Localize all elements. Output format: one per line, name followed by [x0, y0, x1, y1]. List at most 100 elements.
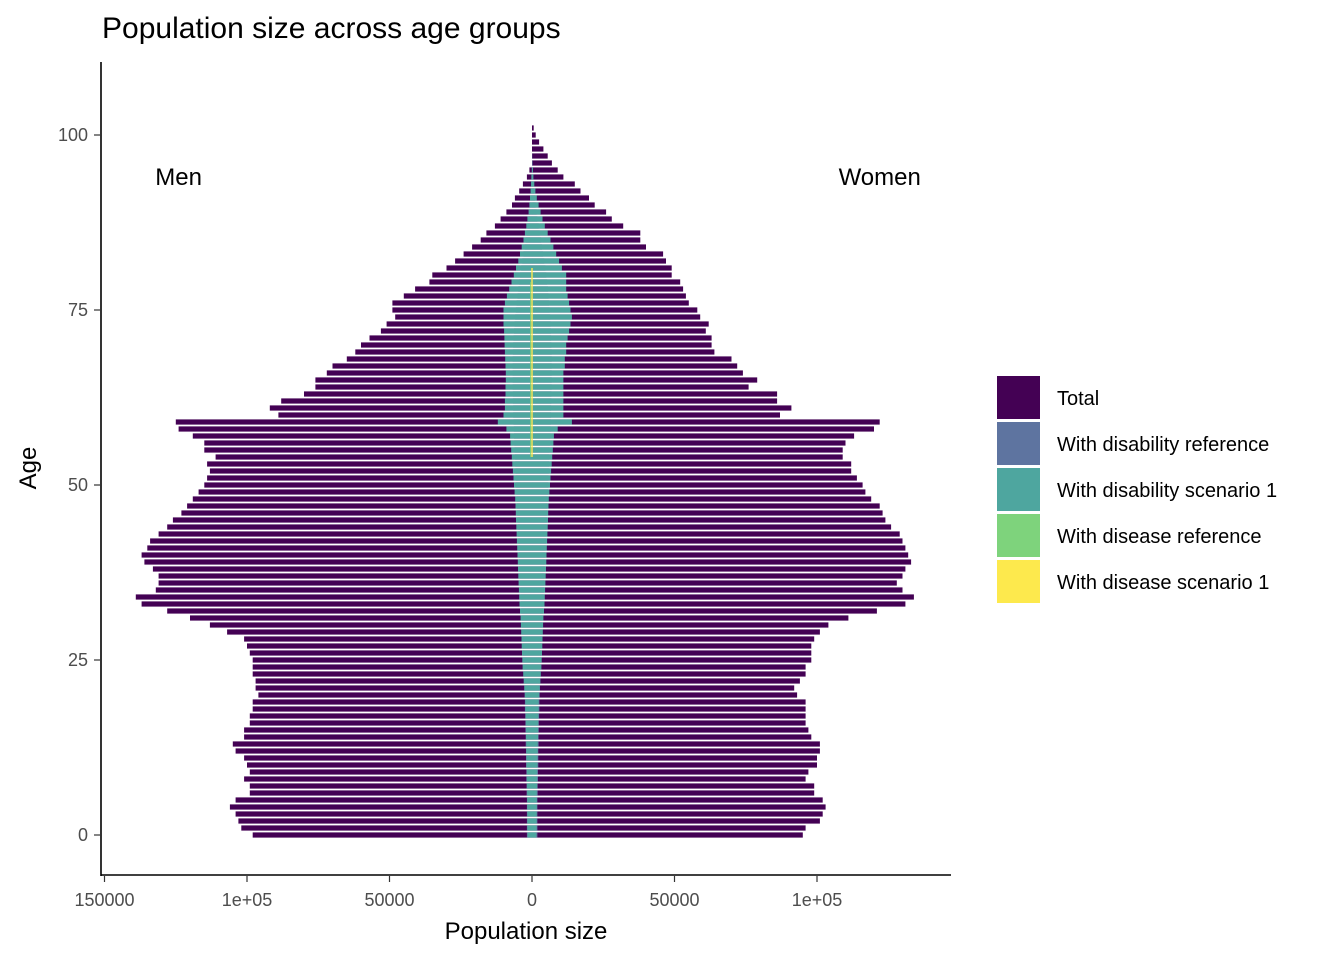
bar-men-age-47 — [187, 503, 532, 509]
bar-women-age-24 — [532, 664, 806, 670]
bar-men-age-7 — [526, 783, 532, 789]
bar-men-age-53 — [207, 461, 532, 467]
bar-women-age-84 — [532, 244, 554, 250]
bar-women-age-67 — [532, 363, 565, 369]
bar-men-age-27 — [247, 643, 532, 649]
bar-women-age-1 — [532, 825, 537, 831]
bar-men-age-78 — [509, 286, 532, 292]
legend-label: With disability reference — [1057, 434, 1269, 456]
bar-women-age-91 — [532, 195, 537, 201]
bar-men-age-31 — [520, 615, 532, 621]
bar-men-age-94 — [531, 174, 532, 180]
bar-women-age-57 — [532, 433, 554, 439]
bar-women-age-94 — [532, 174, 534, 180]
bar-men-age-11 — [526, 755, 532, 761]
bar-women-age-80 — [532, 272, 672, 278]
x-tick-label: 0 — [527, 890, 537, 910]
bar-men-age-30 — [209, 622, 532, 628]
bar-women-age-85 — [532, 237, 641, 243]
bar-women-age-15 — [532, 727, 538, 733]
bar-men-age-63 — [304, 391, 532, 397]
bar-men-age-24 — [522, 664, 532, 670]
bar-women-age-50 — [532, 482, 863, 488]
bar-women-age-46 — [532, 510, 549, 516]
bar-men-age-32 — [520, 608, 532, 614]
bar-men-age-44 — [516, 524, 532, 530]
bar-men-age-13 — [232, 741, 533, 747]
x-tick-label: 1e+05 — [792, 890, 843, 910]
bar-men-age-85 — [523, 237, 533, 243]
bar-men-age-26 — [522, 650, 532, 656]
bar-men-age-82 — [455, 258, 533, 264]
chart-title: Population size across age groups — [102, 12, 561, 45]
bar-men-age-56 — [510, 440, 532, 446]
y-tick-label: 0 — [78, 825, 88, 845]
bar-women-age-88 — [532, 216, 612, 222]
bar-men-age-40 — [141, 552, 532, 558]
bar-men-age-87 — [526, 223, 532, 229]
bar-women-age-68 — [532, 356, 565, 362]
bar-women-age-13 — [532, 741, 538, 747]
bar-men-age-48 — [515, 496, 532, 502]
bar-women-age-9 — [532, 769, 809, 775]
bar-men-age-32 — [167, 608, 532, 614]
bar-men-age-35 — [518, 587, 532, 593]
bar-women-age-13 — [532, 741, 820, 747]
bar-women-age-83 — [532, 251, 664, 257]
bar-women-age-43 — [532, 531, 548, 537]
bar-women-age-5 — [532, 797, 823, 803]
bar-women-age-64 — [532, 384, 564, 390]
bar-men-age-0 — [527, 832, 532, 838]
bar-women-age-58 — [532, 426, 558, 432]
bar-men-age-17 — [525, 713, 532, 719]
bar-men-age-60 — [503, 412, 532, 418]
bar-women-age-9 — [532, 769, 538, 775]
bar-women-age-54 — [532, 454, 843, 460]
bar-men-age-64 — [315, 384, 532, 390]
bar-women-age-45 — [532, 517, 548, 523]
bar-men-age-8 — [526, 776, 532, 782]
bar-men-age-3 — [235, 811, 532, 817]
bar-women-age-76 — [532, 300, 570, 306]
bar-women-age-11 — [532, 755, 817, 761]
bar-women-age-83 — [532, 251, 557, 257]
bar-men-age-0 — [252, 832, 532, 838]
bar-women-age-62 — [532, 398, 564, 404]
bar-women-age-71 — [532, 335, 712, 341]
bar-women-age-71 — [532, 335, 568, 341]
bar-women-age-81 — [532, 265, 562, 271]
bar-men-age-84 — [472, 244, 532, 250]
bar-women-age-29 — [532, 629, 820, 635]
bar-women-age-55 — [532, 447, 843, 453]
bar-men-age-72 — [380, 328, 532, 334]
bar-women-age-65 — [532, 377, 758, 383]
bar-men-age-71 — [504, 335, 532, 341]
bar-men-age-11 — [244, 755, 532, 761]
bar-men-age-76 — [504, 300, 532, 306]
bar-women-age-81 — [532, 265, 672, 271]
bar-women-age-66 — [532, 370, 564, 376]
bar-men-age-42 — [516, 538, 532, 544]
bar-women-age-99 — [532, 139, 540, 145]
legend-label: With disease scenario 1 — [1057, 572, 1269, 594]
bar-women-age-98 — [532, 146, 544, 152]
legend-key — [997, 468, 1040, 511]
bar-women-age-78 — [532, 286, 684, 292]
bar-men-age-63 — [505, 391, 532, 397]
bar-women-age-88 — [532, 216, 543, 222]
series-total — [135, 125, 914, 838]
bar-women-age-96 — [532, 160, 533, 166]
bar-women-age-61 — [532, 405, 792, 411]
bar-men-age-80 — [513, 272, 532, 278]
y-tick-label: 100 — [58, 125, 88, 145]
bar-women-age-60 — [532, 412, 564, 418]
bar-women-age-74 — [532, 314, 701, 320]
bar-women-age-26 — [532, 650, 812, 656]
bar-women-age-14 — [532, 734, 812, 740]
bar-women-age-47 — [532, 503, 549, 509]
bar-women-age-44 — [532, 524, 548, 530]
bar-women-age-57 — [532, 433, 855, 439]
bar-men-age-50 — [204, 482, 533, 488]
bar-men-age-93 — [522, 181, 532, 187]
bar-men-age-21 — [255, 685, 532, 691]
